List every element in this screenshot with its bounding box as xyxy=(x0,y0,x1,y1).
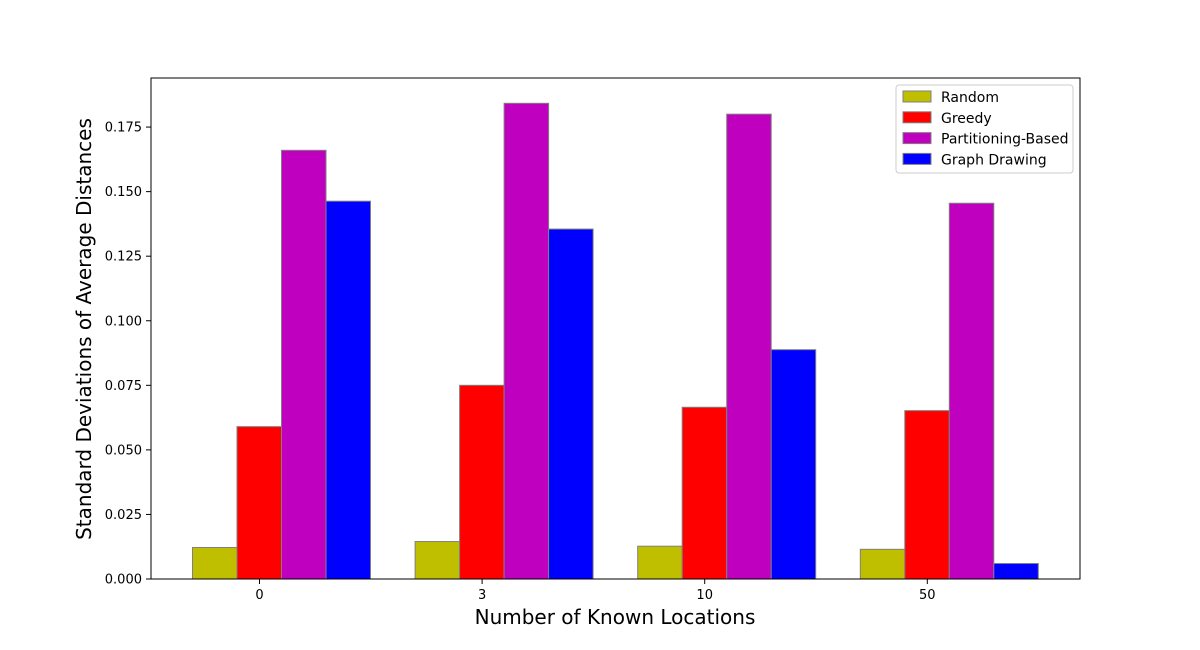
bar-greedy-10 xyxy=(681,406,728,580)
bar-random-50 xyxy=(859,548,906,580)
x-tick-label: 10 xyxy=(696,588,713,603)
legend-swatch-partitioning-based xyxy=(902,132,932,145)
legend-label: Graph Drawing xyxy=(941,152,1047,168)
bar-graph-drawing-50 xyxy=(993,563,1039,580)
bar-greedy-0 xyxy=(236,426,282,580)
x-tick-label: 50 xyxy=(919,588,936,603)
y-tick-label: 0.125 xyxy=(105,250,142,265)
bar-graph-drawing-3 xyxy=(548,228,594,580)
y-tick-label: 0.100 xyxy=(105,314,142,329)
bars-layer xyxy=(192,102,1039,580)
y-tick-label: 0.025 xyxy=(105,508,142,523)
plot-frame xyxy=(150,77,1081,580)
y-tick-label: 0.175 xyxy=(105,121,142,136)
bar-partitioning-based-50 xyxy=(948,202,995,580)
y-tick-label: 0.000 xyxy=(105,573,142,588)
legend-swatch-random xyxy=(902,90,932,103)
legend-label: Partitioning-Based xyxy=(941,132,1069,148)
bar-graph-drawing-0 xyxy=(325,200,371,580)
x-axis-label: Number of Known Locations xyxy=(475,605,756,629)
y-tick-label: 0.075 xyxy=(105,379,142,394)
bar-greedy-50 xyxy=(904,410,950,580)
bar-graph-drawing-10 xyxy=(770,349,817,580)
bar-random-10 xyxy=(637,545,683,580)
legend-label: Greedy xyxy=(941,111,992,127)
y-axis-label: Standard Deviations of Average Distances xyxy=(72,118,96,540)
legend: Random Greedy Partitioning-Based Graph Draw… xyxy=(895,84,1074,174)
x-tick-label: 3 xyxy=(478,588,486,603)
bar-random-0 xyxy=(192,546,238,580)
bar-partitioning-based-3 xyxy=(503,102,550,580)
y-axis-ticks: 0.000 0.025 0.050 0.075 0.100 0.125 0.150 0.175 xyxy=(105,121,151,588)
bar-greedy-3 xyxy=(459,384,505,580)
legend-label: Random xyxy=(941,90,999,106)
legend-box xyxy=(895,84,1074,174)
legend-swatch-graph-drawing xyxy=(902,152,932,165)
y-tick-label: 0.050 xyxy=(105,443,142,458)
bar-random-3 xyxy=(414,541,461,580)
x-axis-ticks: 0 3 10 50 xyxy=(255,579,936,603)
y-tick-label: 0.150 xyxy=(105,185,142,200)
bar-partitioning-based-0 xyxy=(281,149,327,580)
bar-partitioning-based-10 xyxy=(726,113,772,580)
legend-swatch-greedy xyxy=(902,111,932,124)
x-tick-label: 0 xyxy=(255,588,263,603)
